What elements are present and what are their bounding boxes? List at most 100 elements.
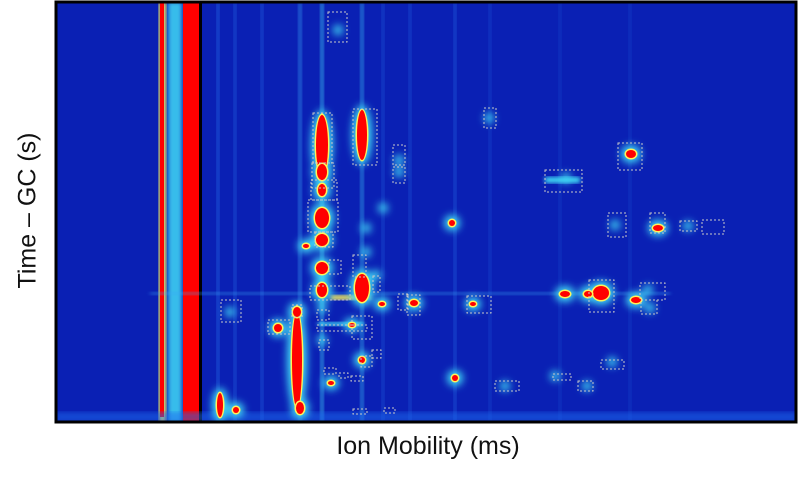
- intensity-streak: [488, 2, 492, 422]
- peak-annotation-box: [392, 166, 406, 184]
- peak: [303, 244, 309, 248]
- intensity-streak: [360, 2, 364, 422]
- y-axis-label: Time – GC (s): [13, 132, 42, 289]
- peak-annotation-box: [316, 309, 330, 321]
- peak-annotation-box: [640, 299, 658, 315]
- minor-peak: [683, 221, 693, 231]
- peak: [593, 286, 609, 300]
- peak-annotation-box: [312, 112, 333, 164]
- peak-annotation-box: [617, 142, 643, 171]
- minor-peak: [225, 307, 235, 317]
- peak-annotation-box: [607, 212, 627, 238]
- peak: [452, 375, 458, 381]
- minor-peak: [378, 203, 388, 213]
- peak-annotation-box: [310, 179, 338, 201]
- peak-annotation-box: [552, 373, 572, 381]
- minor-peak: [394, 167, 404, 177]
- peak-annotation-box: [588, 279, 615, 313]
- peak: [318, 184, 326, 196]
- peak-annotation-box: [314, 231, 334, 248]
- peak: [315, 208, 329, 228]
- intensity-streak: [628, 2, 632, 422]
- plot-border: [54, 0, 798, 424]
- peak: [316, 262, 328, 274]
- peak-annotation-box: [267, 319, 291, 335]
- peak: [626, 150, 636, 158]
- intensity-streak: [298, 2, 302, 422]
- peak: [296, 402, 304, 414]
- minor-peak: [643, 285, 653, 295]
- reactant-band-red: [183, 2, 201, 422]
- peak: [328, 381, 334, 385]
- peak-annotation-box: [372, 275, 381, 293]
- reactant-band-red-thin: [160, 2, 164, 417]
- intensity-streak: [408, 2, 412, 422]
- minor-peak: [610, 220, 620, 230]
- peak-annotation-box: [352, 108, 378, 166]
- minor-peak: [317, 303, 327, 313]
- peak-annotation-box: [577, 380, 594, 392]
- peak-annotation-box: [679, 220, 698, 232]
- peak-annotation-box: [327, 11, 348, 43]
- peak: [410, 300, 418, 306]
- peak-annotation-box: [466, 295, 492, 314]
- peak-annotation-box: [352, 408, 368, 415]
- horizontal-peak-yellow: [330, 295, 370, 300]
- peak: [357, 110, 367, 160]
- peak: [316, 234, 328, 246]
- x-axis-label: Ion Mobility (ms): [336, 432, 520, 460]
- peak: [293, 307, 301, 317]
- minor-peak: [645, 303, 655, 313]
- peak-annotation-box: [220, 299, 242, 323]
- peak-annotation-box: [639, 282, 666, 301]
- intensity-streak: [260, 2, 264, 422]
- peak: [449, 220, 455, 226]
- peak: [317, 283, 327, 297]
- minor-peak: [394, 155, 404, 165]
- peak-annotation-box: [406, 294, 421, 316]
- peak-annotation-box: [701, 219, 725, 235]
- peak: [560, 291, 570, 297]
- peak-annotation-box: [649, 212, 666, 234]
- intensity-streak: [233, 2, 237, 422]
- minor-peak: [500, 381, 510, 391]
- peak-annotation-box: [494, 380, 520, 392]
- peak: [316, 115, 328, 175]
- peak-annotation-box: [323, 367, 337, 375]
- divider-line: [199, 2, 202, 422]
- minor-peak: [607, 357, 617, 367]
- minor-peak: [361, 223, 371, 233]
- intensity-streak: [453, 2, 457, 422]
- peak-annotation-box: [291, 304, 303, 318]
- peak: [584, 291, 592, 297]
- peak: [317, 164, 327, 180]
- peak-annotation-box: [318, 339, 330, 351]
- peak: [470, 302, 476, 306]
- peak: [379, 302, 385, 306]
- minor-peak: [333, 25, 343, 35]
- peak: [274, 324, 282, 332]
- peak-annotation-box: [352, 254, 367, 278]
- peak-annotation-box: [371, 349, 382, 359]
- minor-peak: [361, 247, 371, 257]
- peak-annotation-box: [350, 375, 364, 382]
- heatmap-background: [56, 2, 796, 422]
- peak-annotation-box: [351, 315, 373, 340]
- peak: [355, 274, 369, 302]
- minor-peak: [582, 381, 592, 391]
- peak-annotation-box: [316, 324, 368, 332]
- peak-annotation-box: [338, 372, 349, 379]
- reactant-band-cyan: [168, 2, 182, 422]
- baseline-band: [56, 412, 796, 422]
- peak-annotation-box: [311, 162, 335, 189]
- intensity-streak: [216, 2, 220, 422]
- intensity-streak: [558, 2, 562, 422]
- peak-annotation-box: [392, 144, 406, 166]
- horizontal-band: [150, 292, 670, 295]
- peak-annotation-box: [360, 355, 373, 368]
- peak-annotation-box: [328, 259, 342, 275]
- peak-annotation-box: [544, 169, 583, 193]
- peak: [292, 312, 302, 408]
- peak-annotation-box: [309, 285, 351, 301]
